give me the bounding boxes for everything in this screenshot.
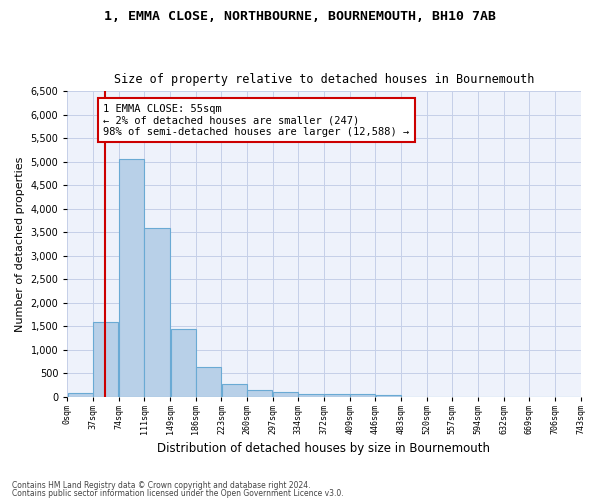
Text: Contains public sector information licensed under the Open Government Licence v3: Contains public sector information licen…	[12, 488, 344, 498]
Text: 1 EMMA CLOSE: 55sqm
← 2% of detached houses are smaller (247)
98% of semi-detach: 1 EMMA CLOSE: 55sqm ← 2% of detached hou…	[103, 104, 410, 136]
Title: Size of property relative to detached houses in Bournemouth: Size of property relative to detached ho…	[114, 73, 534, 86]
Bar	[196, 368, 221, 396]
Text: Contains HM Land Registry data © Crown copyright and database right 2024.: Contains HM Land Registry data © Crown c…	[12, 481, 311, 490]
Bar	[119, 160, 144, 396]
Bar	[247, 390, 272, 396]
Bar	[93, 322, 118, 396]
Y-axis label: Number of detached properties: Number of detached properties	[15, 156, 25, 332]
Bar	[170, 328, 196, 396]
Text: 1, EMMA CLOSE, NORTHBOURNE, BOURNEMOUTH, BH10 7AB: 1, EMMA CLOSE, NORTHBOURNE, BOURNEMOUTH,…	[104, 10, 496, 23]
Bar	[68, 393, 93, 396]
X-axis label: Distribution of detached houses by size in Bournemouth: Distribution of detached houses by size …	[157, 442, 490, 455]
Bar	[325, 394, 350, 396]
Bar	[298, 394, 324, 396]
Bar	[273, 392, 298, 396]
Bar	[350, 394, 375, 396]
Bar	[144, 228, 170, 396]
Bar	[221, 384, 247, 396]
